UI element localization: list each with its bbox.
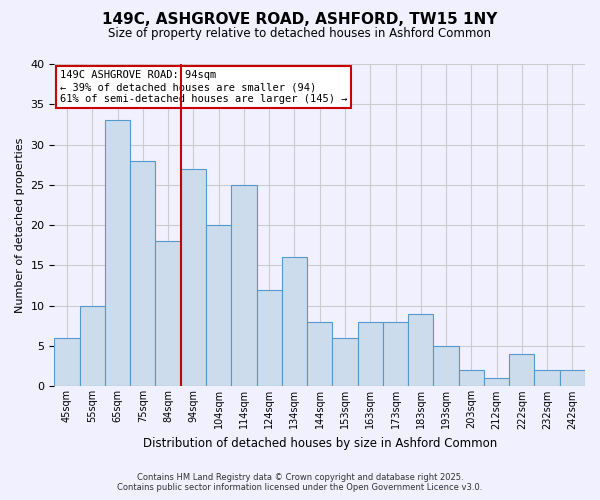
Text: 149C, ASHGROVE ROAD, ASHFORD, TW15 1NY: 149C, ASHGROVE ROAD, ASHFORD, TW15 1NY xyxy=(103,12,497,28)
Bar xyxy=(231,185,257,386)
Bar xyxy=(433,346,458,387)
Bar xyxy=(105,120,130,386)
Bar xyxy=(181,169,206,386)
Bar xyxy=(383,322,408,386)
Bar xyxy=(130,160,155,386)
Bar xyxy=(282,258,307,386)
Text: Size of property relative to detached houses in Ashford Common: Size of property relative to detached ho… xyxy=(109,28,491,40)
Bar xyxy=(307,322,332,386)
Y-axis label: Number of detached properties: Number of detached properties xyxy=(15,138,25,313)
Text: Contains HM Land Registry data © Crown copyright and database right 2025.
Contai: Contains HM Land Registry data © Crown c… xyxy=(118,473,482,492)
Bar xyxy=(509,354,535,386)
Text: 149C ASHGROVE ROAD: 94sqm
← 39% of detached houses are smaller (94)
61% of semi-: 149C ASHGROVE ROAD: 94sqm ← 39% of detac… xyxy=(60,70,347,104)
Bar xyxy=(408,314,433,386)
Bar xyxy=(155,242,181,386)
Bar xyxy=(55,338,80,386)
X-axis label: Distribution of detached houses by size in Ashford Common: Distribution of detached houses by size … xyxy=(143,437,497,450)
Bar xyxy=(458,370,484,386)
Bar xyxy=(332,338,358,386)
Bar xyxy=(80,306,105,386)
Bar xyxy=(257,290,282,386)
Bar xyxy=(560,370,585,386)
Bar xyxy=(358,322,383,386)
Bar xyxy=(206,225,231,386)
Bar xyxy=(484,378,509,386)
Bar xyxy=(535,370,560,386)
